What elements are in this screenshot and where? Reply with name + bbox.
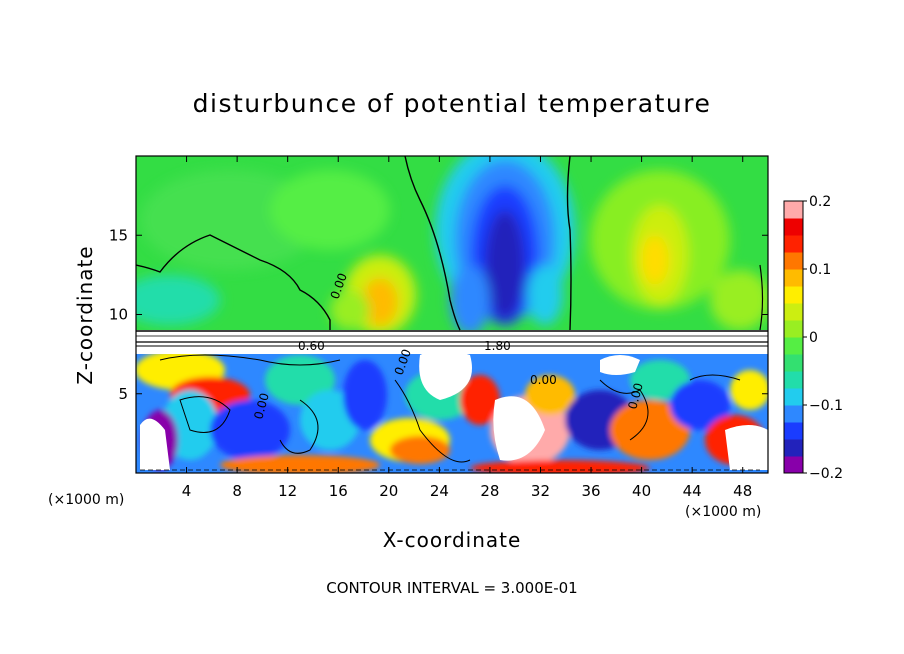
x-tick-label: 44	[683, 482, 702, 500]
x-tick-label: 28	[480, 482, 499, 500]
colorbar-swatch	[784, 456, 803, 474]
x-axis-label: X-coordinate	[383, 528, 522, 552]
contour-label: 1.80	[484, 339, 511, 353]
colorbar-swatch	[784, 439, 803, 457]
contour-label: 0.00	[625, 381, 645, 410]
colorbar-swatch	[784, 218, 803, 236]
x-tick-label: 36	[581, 482, 600, 500]
colorbar-swatch	[784, 337, 803, 355]
colorbar-swatch	[784, 371, 803, 389]
contour-label: 0.00	[251, 391, 271, 420]
plot-field	[136, 156, 768, 473]
x-axis-ticks: 4 8 12 16 20 24 28 32 36 40 44 48	[182, 156, 752, 500]
colorbar-tick-label: −0.2	[809, 466, 843, 482]
y-axis-label: Z-coordinate	[73, 245, 97, 384]
y-tick-label: 15	[109, 226, 128, 244]
x-tick-label: 12	[278, 482, 297, 500]
colorbar-swatch	[784, 286, 803, 304]
x-tick-label: 32	[531, 482, 550, 500]
colorbar-tick-label: −0.1	[809, 398, 843, 414]
x-tick-label: 48	[733, 482, 752, 500]
colorbar-swatch	[784, 405, 803, 423]
y-tick-label: 10	[109, 306, 128, 324]
colorbar-tick-label: 0.1	[809, 262, 831, 278]
colorbar-swatch	[784, 235, 803, 253]
x-axis-unit-right: (×1000 m)	[685, 504, 761, 520]
colorbar-swatch	[784, 422, 803, 440]
x-tick-label: 24	[430, 482, 449, 500]
contour-interval-note: CONTOUR INTERVAL = 3.000E-01	[326, 579, 577, 597]
colorbar-swatch	[784, 354, 803, 372]
colorbar-tick-label: 0	[809, 330, 818, 346]
contour-label: 0.00	[530, 373, 557, 387]
x-tick-label: 4	[182, 482, 192, 500]
x-tick-label: 40	[632, 482, 651, 500]
colorbar-swatch	[784, 252, 803, 270]
colorbar-swatch	[784, 201, 803, 219]
colorbar-swatch	[784, 388, 803, 406]
colorbar-swatch	[784, 303, 803, 321]
x-tick-label: 8	[232, 482, 242, 500]
contour-label: 0.60	[298, 339, 325, 353]
chart-title: disturbunce of potential temperature	[193, 89, 712, 118]
x-tick-label: 16	[329, 482, 348, 500]
x-tick-label: 20	[379, 482, 398, 500]
colorbar-swatch	[784, 269, 803, 287]
colorbar-tick-label: 0.2	[809, 194, 831, 210]
y-axis-ticks: 5 10 15	[109, 226, 768, 403]
colorbar-swatch	[784, 320, 803, 338]
y-tick-label: 5	[118, 385, 128, 403]
colorbar: −0.2 −0.1 0 0.1 0.2	[783, 194, 843, 482]
x-axis-unit: (×1000 m)	[48, 492, 124, 508]
